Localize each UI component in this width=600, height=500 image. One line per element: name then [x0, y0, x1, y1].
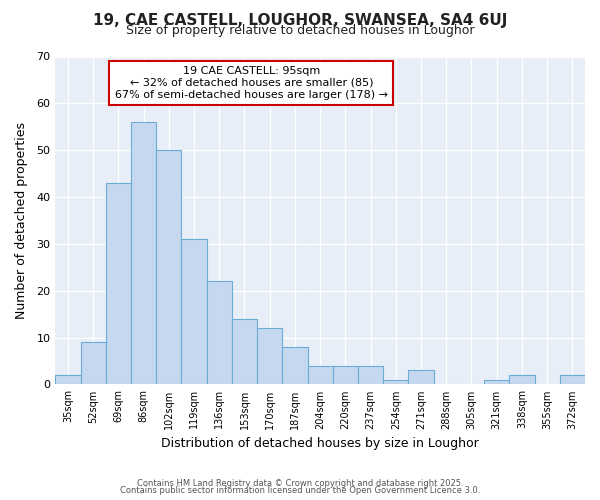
- Text: 19 CAE CASTELL: 95sqm
← 32% of detached houses are smaller (85)
67% of semi-deta: 19 CAE CASTELL: 95sqm ← 32% of detached …: [115, 66, 388, 100]
- Text: Size of property relative to detached houses in Loughor: Size of property relative to detached ho…: [126, 24, 474, 37]
- Bar: [257, 328, 283, 384]
- Bar: [55, 375, 80, 384]
- Bar: [80, 342, 106, 384]
- Bar: [206, 282, 232, 385]
- X-axis label: Distribution of detached houses by size in Loughor: Distribution of detached houses by size …: [161, 437, 479, 450]
- Bar: [358, 366, 383, 384]
- Bar: [308, 366, 333, 384]
- Bar: [181, 239, 206, 384]
- Bar: [333, 366, 358, 384]
- Bar: [409, 370, 434, 384]
- Text: Contains public sector information licensed under the Open Government Licence 3.: Contains public sector information licen…: [120, 486, 480, 495]
- Bar: [383, 380, 409, 384]
- Bar: [560, 375, 585, 384]
- Bar: [106, 183, 131, 384]
- Bar: [484, 380, 509, 384]
- Bar: [283, 347, 308, 385]
- Text: Contains HM Land Registry data © Crown copyright and database right 2025.: Contains HM Land Registry data © Crown c…: [137, 478, 463, 488]
- Text: 19, CAE CASTELL, LOUGHOR, SWANSEA, SA4 6UJ: 19, CAE CASTELL, LOUGHOR, SWANSEA, SA4 6…: [93, 12, 507, 28]
- Y-axis label: Number of detached properties: Number of detached properties: [15, 122, 28, 319]
- Bar: [232, 319, 257, 384]
- Bar: [509, 375, 535, 384]
- Bar: [131, 122, 156, 384]
- Bar: [156, 150, 181, 384]
